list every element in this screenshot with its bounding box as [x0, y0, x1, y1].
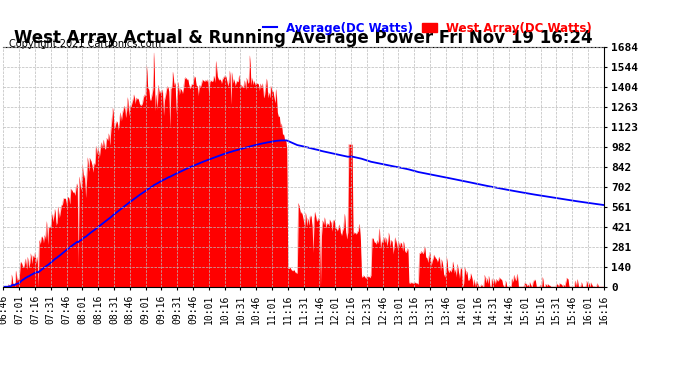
Text: Copyright 2021 Cartronics.com: Copyright 2021 Cartronics.com: [9, 39, 161, 50]
Legend: Average(DC Watts), West Array(DC Watts): Average(DC Watts), West Array(DC Watts): [263, 22, 592, 34]
Title: West Array Actual & Running Average Power Fri Nov 19 16:24: West Array Actual & Running Average Powe…: [14, 29, 593, 47]
